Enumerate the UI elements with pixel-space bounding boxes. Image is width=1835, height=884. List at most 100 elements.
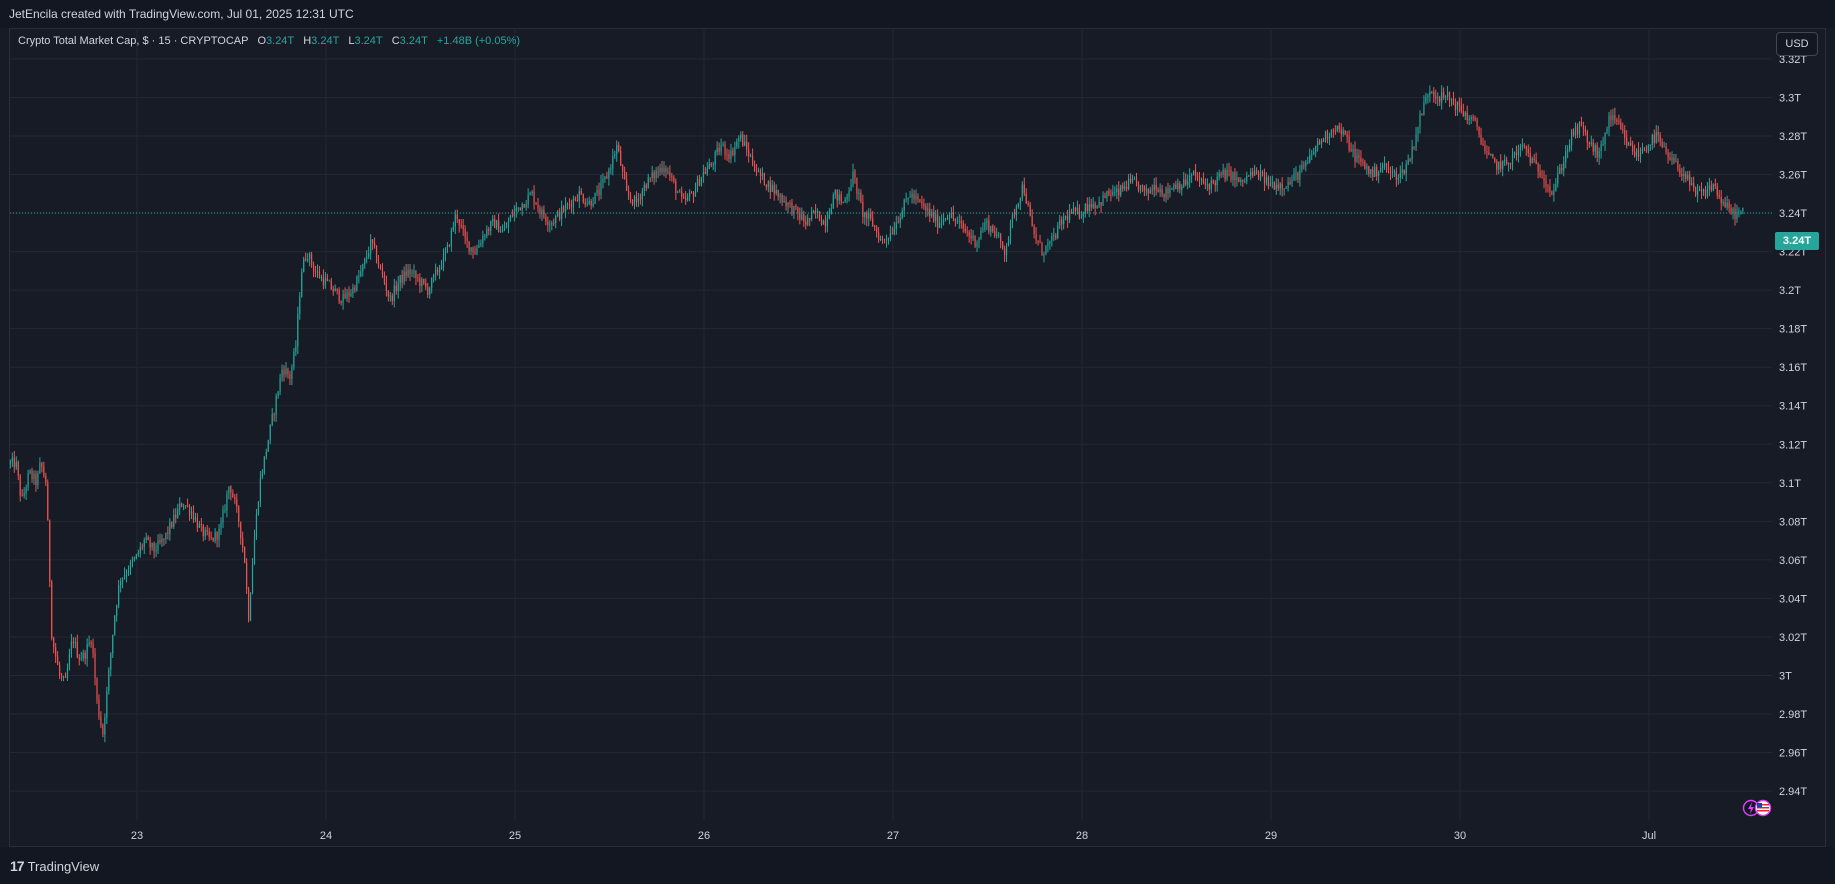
candle-body: [1671, 157, 1673, 161]
candle-body: [1474, 118, 1476, 120]
candle-body: [858, 192, 860, 194]
candle-body: [151, 542, 153, 548]
candle-body: [88, 642, 90, 645]
currency-button[interactable]: USD: [1776, 32, 1818, 56]
candle-body: [220, 522, 222, 529]
symbol-legend[interactable]: Crypto Total Market Cap, $ · 15 · CRYPTO…: [18, 35, 526, 47]
candle-body: [356, 276, 358, 291]
candle-body: [574, 198, 577, 201]
candle-body: [159, 540, 161, 543]
candle-body: [1220, 173, 1222, 175]
candle-body: [484, 235, 486, 237]
change-value: +1.48B (+0.05%): [436, 35, 521, 47]
candle-body: [809, 217, 811, 220]
candle-body: [1425, 97, 1427, 103]
candle-body: [1273, 182, 1275, 190]
candle-body: [1529, 152, 1531, 163]
candle-body: [1600, 144, 1602, 152]
candle-body: [1460, 105, 1462, 112]
candle-body: [533, 191, 535, 203]
candle-body: [1181, 186, 1183, 190]
candle-body: [1681, 174, 1683, 176]
candle-body: [19, 475, 21, 496]
candle-body: [903, 199, 905, 211]
candle-body: [1506, 159, 1508, 165]
candle-body: [1151, 189, 1153, 191]
candle-body: [939, 222, 941, 228]
candle-body: [1135, 178, 1138, 183]
candle-body: [1632, 145, 1634, 152]
candle-body: [535, 202, 537, 205]
candle-body: [1405, 164, 1407, 174]
candle-body: [458, 219, 460, 226]
candle-body: [1267, 177, 1270, 187]
tradingview-logo[interactable]: 17 TradingView: [10, 858, 99, 874]
y-tick-label: 3.1T: [1779, 478, 1801, 490]
candle-body: [271, 414, 273, 425]
candle-body: [777, 190, 779, 197]
candle-body: [78, 657, 80, 660]
candle-body: [1649, 144, 1651, 146]
candle-body: [795, 205, 797, 207]
candle-body: [1450, 98, 1453, 101]
candle-body: [1370, 169, 1372, 174]
candle-body: [564, 204, 567, 212]
candle-body: [1334, 131, 1336, 132]
candle-body: [842, 201, 844, 203]
candle-body: [1344, 130, 1346, 135]
candle-body: [1307, 162, 1309, 163]
candle-body: [1391, 171, 1394, 173]
candle-body: [15, 461, 17, 468]
candle-body: [90, 642, 92, 644]
candle-body: [706, 168, 708, 174]
candle-body: [610, 168, 612, 170]
candle-body: [283, 369, 285, 375]
chart-frame[interactable]: [9, 28, 1826, 847]
candle-body: [499, 231, 502, 233]
candle-body: [1234, 172, 1236, 181]
candle-body: [212, 537, 214, 541]
candle-body: [297, 314, 299, 347]
candle-body: [629, 195, 632, 200]
candle-body: [1340, 129, 1342, 135]
candle-body: [631, 199, 634, 205]
candle-body: [838, 194, 840, 201]
candle-body: [960, 221, 962, 224]
candle-body: [1244, 181, 1246, 183]
candle-body: [1291, 180, 1293, 184]
candle-body: [1061, 219, 1063, 225]
candle-body: [320, 276, 323, 278]
candle-body: [1484, 145, 1486, 152]
candle-body: [33, 473, 35, 479]
candle-body: [25, 487, 27, 493]
candle-body: [1230, 170, 1232, 181]
candle-body: [431, 277, 433, 289]
candle-body: [1700, 189, 1703, 192]
candle-body: [208, 531, 210, 538]
candle-body: [1171, 189, 1173, 190]
candle-body: [133, 558, 136, 561]
candle-body: [578, 190, 580, 201]
y-tick-label: 3.02T: [1779, 632, 1807, 644]
candle-body: [1385, 163, 1388, 168]
candle-body: [742, 134, 744, 146]
candle-body: [181, 503, 183, 507]
low-label: L: [348, 35, 355, 47]
candle-body: [1285, 187, 1287, 189]
symbol-title[interactable]: Crypto Total Market Cap, $ · 15 · CRYPTO…: [18, 35, 249, 47]
last-price-badge: 3.24T: [1775, 232, 1819, 250]
candle-body: [1281, 183, 1283, 189]
candle-body: [909, 196, 911, 198]
candle-body: [464, 229, 466, 238]
event-icons[interactable]: [1742, 799, 1776, 822]
us-flag-icon[interactable]: [1754, 799, 1772, 817]
candle-body: [123, 574, 126, 578]
candle-body: [1397, 177, 1399, 180]
candle-body: [690, 192, 693, 194]
candle-body: [1736, 211, 1738, 219]
candle-body: [919, 199, 921, 202]
candle-body: [655, 171, 657, 179]
candle-body: [781, 195, 783, 203]
candle-body: [874, 226, 876, 228]
